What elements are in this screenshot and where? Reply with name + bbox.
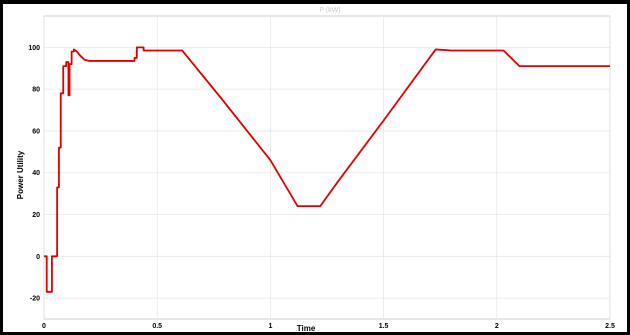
x-tick-label: 0.5 bbox=[152, 323, 162, 330]
y-tick-label: 20 bbox=[32, 212, 40, 219]
y-tick-label: -20 bbox=[30, 296, 40, 303]
series-lines bbox=[44, 46, 610, 293]
y-tick-label: 80 bbox=[32, 87, 40, 94]
x-tick-label: 1.5 bbox=[379, 323, 389, 330]
x-tick-label: 2 bbox=[495, 323, 499, 330]
y-tick-label: 40 bbox=[32, 170, 40, 177]
y-tick-label: 0 bbox=[36, 254, 40, 261]
x-axis-label: Time bbox=[297, 324, 316, 333]
x-tick-label: 2.5 bbox=[605, 323, 615, 330]
y-axis-label: Power Utility bbox=[16, 150, 25, 199]
y-tick-label: 100 bbox=[28, 45, 40, 52]
power-series-line bbox=[44, 46, 610, 293]
x-tick-label: 0 bbox=[42, 323, 46, 330]
plot-area bbox=[43, 15, 611, 320]
chart-title: P (kW) bbox=[319, 7, 340, 14]
tick-labels: 0 0.5 1 1.5 2 2.5 -20 0 20 40 60 80 100 bbox=[28, 45, 615, 330]
y-tick-label: 60 bbox=[32, 128, 40, 135]
x-tick-label: 1 bbox=[268, 323, 272, 330]
